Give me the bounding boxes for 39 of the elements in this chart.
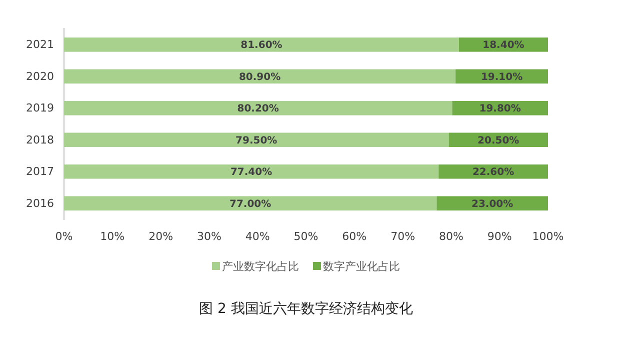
x-tick-label: 80% (438, 230, 464, 243)
bar (64, 69, 456, 84)
x-tick-label: 70% (390, 230, 416, 243)
x-tick-label: 90% (487, 230, 512, 243)
data-label: 80.20% (237, 104, 279, 115)
x-tick-label: 30% (196, 230, 222, 243)
data-label: 81.60% (240, 40, 282, 52)
x-tick-label: 50% (294, 230, 318, 243)
x-tick-label: 20% (148, 230, 174, 243)
x-tick-label: 60% (342, 230, 367, 243)
y-tick-label: 2021 (26, 38, 54, 52)
data-label: 22.60% (472, 167, 514, 178)
bar (64, 100, 452, 116)
data-label: 79.50% (236, 135, 278, 146)
data-label: 77.00% (230, 198, 272, 210)
bar (64, 196, 437, 210)
data-label: 77.40% (230, 167, 272, 178)
bar (64, 38, 459, 52)
y-tick-label: 2018 (26, 133, 54, 146)
bar (64, 132, 449, 148)
data-label: 80.90% (238, 72, 281, 83)
bar (436, 196, 548, 210)
data-label: 19.10% (480, 72, 523, 83)
x-tick-label: 10% (100, 230, 125, 243)
y-tick-label: 2016 (26, 196, 54, 210)
legend-label: 数字产业化占比 (323, 260, 400, 273)
x-tick-label: 100% (532, 230, 564, 243)
legend-label: 产业数字化占比 (222, 260, 299, 273)
bar (64, 164, 439, 179)
x-tick-label: 40% (245, 230, 270, 243)
x-tick-label: 0% (55, 230, 73, 243)
data-label: 20.50% (478, 135, 520, 146)
data-label: 23.00% (472, 198, 514, 210)
y-tick-label: 2020 (26, 70, 54, 83)
y-tick-label: 2017 (26, 165, 54, 178)
y-tick-label: 2019 (26, 102, 54, 115)
data-label: 19.80% (479, 104, 521, 115)
text: 图 2 我国近六年数字经济结构变化 (199, 301, 413, 317)
data-label: 18.40% (482, 40, 524, 52)
